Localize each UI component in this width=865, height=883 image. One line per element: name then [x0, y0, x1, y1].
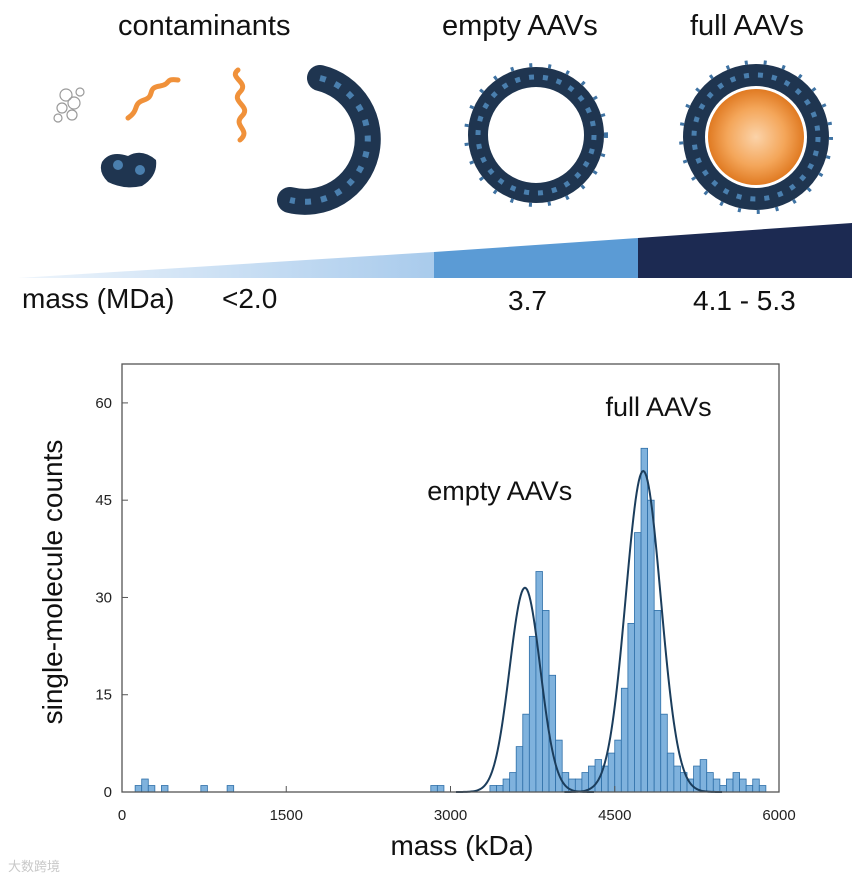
mass-value-full: 4.1 - 5.3 — [693, 285, 796, 316]
histogram-bar — [647, 499, 655, 793]
contaminant-helix-icon — [125, 77, 181, 121]
full-aav-capsid-icon — [679, 60, 833, 214]
histogram-bar — [134, 785, 143, 793]
histogram-bar — [522, 713, 530, 793]
histogram-bar — [758, 785, 767, 793]
empty-aavs-title: empty AAVs — [442, 10, 598, 42]
contaminant-helix-icon — [233, 67, 247, 143]
y-axis-ticks: 0 15 30 45 60 — [95, 395, 128, 801]
histogram-bar — [739, 778, 747, 793]
histogram-bar — [502, 778, 511, 793]
histogram-bar — [640, 447, 649, 793]
histogram-bar — [634, 532, 642, 793]
histogram-bar — [542, 610, 550, 793]
y-axis-label: single-molecule counts — [37, 440, 68, 725]
gaussian-fits — [455, 469, 723, 793]
mass-value-empty: 3.7 — [508, 285, 547, 316]
contaminants-title: contaminants — [118, 10, 291, 42]
histogram-bar — [574, 778, 583, 793]
y-tick-label: 60 — [95, 395, 112, 412]
contaminant-protein-icon — [53, 87, 85, 123]
watermark-text: 大数跨境 — [8, 859, 61, 874]
histogram-bar — [712, 778, 721, 793]
y-tick-label: 15 — [95, 687, 112, 704]
x-axis-ticks: 0 1500 3000 4500 6000 — [118, 786, 796, 824]
histogram-bar — [226, 785, 235, 793]
histogram-bar — [660, 713, 668, 793]
x-axis-label: mass (kDa) — [390, 830, 533, 861]
histogram-bar — [147, 785, 156, 793]
histogram-bar — [141, 778, 149, 793]
histogram-bar — [653, 610, 662, 793]
histogram-bar — [436, 785, 445, 793]
capsid-fragment-icon — [100, 152, 157, 188]
mass-gradient-empty-segment — [434, 238, 638, 278]
histogram-bar — [620, 687, 629, 793]
y-tick-label: 45 — [95, 492, 112, 509]
x-tick-label: 4500 — [598, 807, 631, 824]
histogram-bar — [607, 752, 616, 793]
histogram-bar — [528, 635, 537, 793]
plot-frame — [121, 363, 780, 793]
x-tick-label: 3000 — [434, 807, 467, 824]
x-tick-label: 1500 — [270, 807, 303, 824]
histogram-bar — [732, 772, 740, 793]
histogram-bar — [699, 759, 708, 793]
histogram-bar — [627, 622, 635, 793]
annotation-full-aavs: full AAVs — [606, 392, 712, 422]
gaussian-fit-line — [455, 586, 594, 793]
histogram-bar — [614, 739, 622, 793]
gaussian-fit-line — [564, 469, 723, 793]
histogram-bar — [509, 772, 517, 793]
histogram-bar — [706, 772, 714, 793]
histogram-bar — [496, 785, 504, 793]
mass-mda-label: mass (MDa) — [22, 283, 175, 314]
histogram-bar — [430, 785, 438, 793]
x-tick-label: 6000 — [762, 807, 795, 824]
mass-value-contaminants: <2.0 — [222, 283, 278, 314]
histogram-bar — [666, 752, 675, 793]
histogram-bar — [745, 785, 754, 793]
partial-capsid-icon — [277, 65, 381, 215]
histogram-bar — [726, 778, 734, 793]
histogram-bar — [515, 746, 524, 793]
histogram-bar — [489, 785, 497, 793]
y-tick-label: 30 — [95, 589, 112, 606]
histogram-bar — [673, 765, 681, 793]
full-aavs-title: full AAVs — [690, 10, 804, 42]
mass-gradient-full-segment — [638, 223, 852, 278]
illustration-panel — [18, 60, 852, 278]
histogram-bar — [161, 785, 169, 793]
histogram-bars — [134, 447, 767, 793]
histogram-bar — [752, 778, 760, 793]
mass-gradient-wedge — [18, 252, 434, 278]
histogram-bar — [200, 785, 208, 793]
empty-aav-capsid-icon — [464, 63, 608, 207]
y-tick-label: 0 — [104, 784, 112, 801]
annotation-empty-aavs: empty AAVs — [427, 476, 572, 506]
x-tick-label: 0 — [118, 807, 126, 824]
